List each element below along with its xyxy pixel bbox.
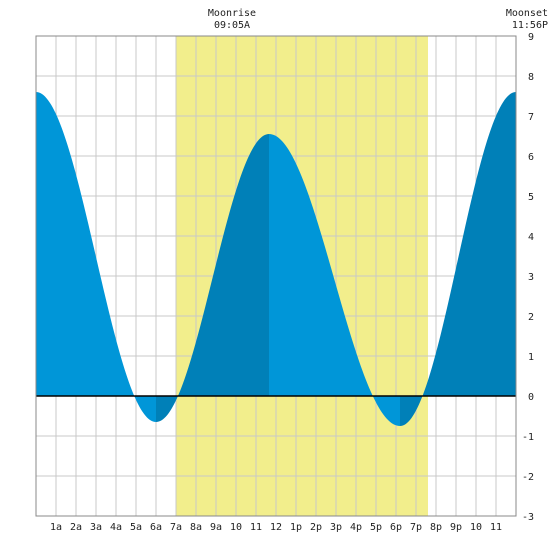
y-tick-label: 5 xyxy=(528,192,534,203)
x-tick-label: 10 xyxy=(230,522,242,533)
x-tick-label: 6a xyxy=(150,522,162,533)
y-tick-label: -3 xyxy=(522,512,534,523)
moonset-time: 11:56P xyxy=(512,20,548,31)
x-tick-label: 7p xyxy=(410,522,422,533)
y-tick-label: 2 xyxy=(528,312,534,323)
y-tick-label: 3 xyxy=(528,272,534,283)
y-tick-label: 4 xyxy=(528,232,534,243)
y-tick-label: 8 xyxy=(528,72,534,83)
y-tick-label: 6 xyxy=(528,152,534,163)
x-tick-label: 2p xyxy=(310,522,322,533)
tide-area-rising xyxy=(400,92,516,426)
x-tick-label: 5a xyxy=(130,522,142,533)
axis-layer: 1a 2a 3a 4a 5a 6a 7a 8a 9a 10 11 12 1p 2p 3p 4p 5p 6p 7p 8p… xyxy=(35,32,534,533)
moonrise-label: Moonrise xyxy=(208,8,256,19)
x-tick-label: 6p xyxy=(390,522,402,533)
x-tick-label: 1a xyxy=(50,522,62,533)
y-tick-label: 9 xyxy=(528,32,534,43)
x-tick-label: 9p xyxy=(450,522,462,533)
moon-header: Moonrise 09:05A Moonset 11:56P xyxy=(208,8,548,31)
x-tick-label: 1p xyxy=(290,522,302,533)
x-tick-label: 3p xyxy=(330,522,342,533)
y-tick-label: -1 xyxy=(522,432,534,443)
tide-area-falling xyxy=(36,92,156,422)
x-tick-label: 2a xyxy=(70,522,82,533)
x-tick-label: 7a xyxy=(170,522,182,533)
y-tick-label: 7 xyxy=(528,112,534,123)
y-tick-label: 1 xyxy=(528,352,534,363)
x-tick-label: 5p xyxy=(370,522,382,533)
tide-area-rising xyxy=(156,134,269,422)
moonrise-time: 09:05A xyxy=(214,20,250,31)
x-tick-label: 9a xyxy=(210,522,222,533)
x-tick-label: 12 xyxy=(270,522,282,533)
x-tick-label: 8p xyxy=(430,522,442,533)
tide-area-falling xyxy=(269,134,400,426)
y-tick-label: 0 xyxy=(528,392,534,403)
x-tick-label: 4p xyxy=(350,522,362,533)
x-tick-label: 11 xyxy=(490,522,502,533)
x-tick-label: 11 xyxy=(250,522,262,533)
moonset-label: Moonset xyxy=(506,8,548,19)
y-tick-label: -2 xyxy=(522,472,534,483)
x-tick-label: 3a xyxy=(90,522,102,533)
x-tick-label: 8a xyxy=(190,522,202,533)
plot-frame xyxy=(35,35,517,517)
x-tick-label: 4a xyxy=(110,522,122,533)
x-tick-label: 10 xyxy=(470,522,482,533)
tide-area-layer xyxy=(36,92,516,426)
